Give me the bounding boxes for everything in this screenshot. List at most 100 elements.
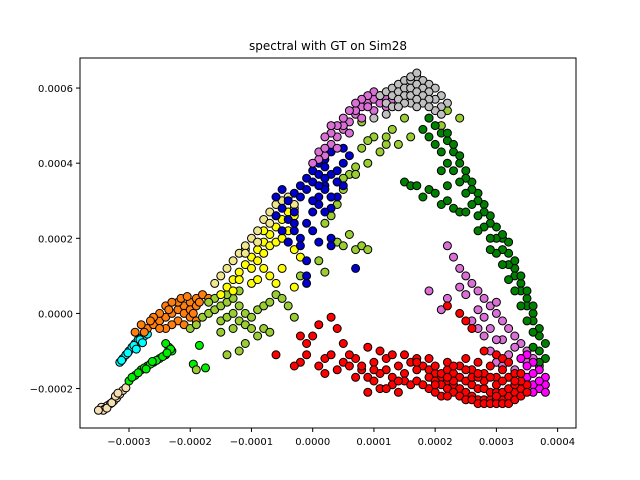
data-point: [240, 241, 250, 251]
data-point: [320, 143, 330, 153]
data-point: [491, 391, 501, 401]
data-point: [430, 139, 440, 149]
data-point: [430, 361, 440, 371]
data-point: [344, 151, 354, 161]
data-point: [461, 354, 471, 363]
chart-title: spectral with GT on Sim28: [249, 39, 407, 53]
data-point: [467, 278, 477, 288]
data-point: [289, 207, 299, 217]
data-point: [400, 350, 409, 360]
data-point: [302, 278, 312, 288]
data-point: [127, 372, 137, 382]
data-point: [332, 324, 342, 333]
data-point: [191, 365, 201, 375]
data-point: [369, 376, 379, 386]
data-point: [326, 233, 336, 243]
data-point: [191, 320, 201, 330]
data-point: [234, 301, 244, 311]
data-point: [271, 350, 281, 360]
data-point: [393, 387, 403, 397]
data-point: [295, 331, 305, 341]
data-point: [418, 192, 428, 202]
data-point: [485, 233, 495, 243]
data-point: [455, 263, 465, 273]
data-point: [400, 369, 409, 378]
data-point: [265, 327, 275, 337]
data-point: [326, 121, 336, 131]
data-point: [461, 166, 471, 176]
data-point: [314, 320, 324, 330]
data-point: [412, 68, 422, 78]
data-point: [228, 286, 238, 296]
data-point: [504, 275, 514, 285]
data-point: [504, 237, 514, 247]
data-point: [491, 308, 501, 318]
data-point: [326, 312, 336, 322]
data-point: [247, 312, 256, 322]
data-point: [363, 342, 373, 352]
data-point: [473, 211, 483, 221]
data-point: [253, 275, 263, 285]
data-point: [442, 241, 452, 251]
data-point: [289, 226, 299, 236]
data-point: [253, 256, 263, 266]
data-point: [363, 387, 373, 397]
data-point: [357, 143, 367, 153]
data-point: [320, 173, 330, 183]
data-point: [430, 188, 440, 198]
data-point: [381, 139, 391, 149]
data-point: [528, 342, 538, 352]
data-point: [442, 293, 452, 303]
data-point: [277, 263, 287, 273]
data-point: [162, 348, 172, 358]
data-point: [442, 372, 452, 382]
data-point: [338, 158, 348, 168]
data-point: [424, 132, 434, 142]
data-point: [436, 166, 446, 176]
data-point: [449, 252, 458, 262]
data-point: [522, 361, 532, 371]
data-point: [145, 316, 155, 326]
plot-frame: [79, 57, 577, 429]
data-point: [253, 226, 263, 236]
data-point: [418, 380, 428, 390]
data-point: [332, 177, 342, 187]
data-point: [234, 267, 244, 277]
data-point: [289, 361, 299, 371]
data-point: [277, 293, 287, 303]
data-point: [461, 271, 471, 281]
data-point: [283, 301, 293, 311]
data-point: [406, 132, 416, 142]
data-point: [271, 211, 281, 221]
data-point: [295, 192, 305, 202]
y-tick-label: 0.0004: [38, 159, 73, 170]
data-point: [485, 372, 495, 382]
data-point: [320, 132, 330, 142]
data-point: [516, 271, 526, 281]
data-point: [510, 342, 520, 352]
data-point: [449, 139, 458, 149]
data-point: [387, 124, 397, 134]
data-point: [194, 297, 204, 307]
data-point: [479, 312, 489, 322]
data-point: [430, 121, 440, 131]
data-point: [164, 305, 174, 315]
data-point: [302, 339, 312, 348]
data-point: [204, 297, 214, 307]
data-point: [289, 312, 299, 322]
data-point: [375, 346, 385, 356]
data-point: [308, 207, 318, 217]
data-point: [491, 335, 501, 345]
data-point: [314, 181, 324, 191]
data-point: [455, 151, 465, 161]
data-point: [351, 263, 361, 273]
data-point: [123, 348, 133, 358]
data-point: [363, 102, 373, 112]
data-point: [265, 297, 275, 307]
data-point: [188, 308, 198, 318]
data-point: [314, 237, 324, 247]
y-tick-label: 0.0000: [38, 309, 73, 320]
data-point: [522, 387, 532, 397]
data-point: [113, 388, 123, 398]
data-point: [234, 275, 244, 285]
